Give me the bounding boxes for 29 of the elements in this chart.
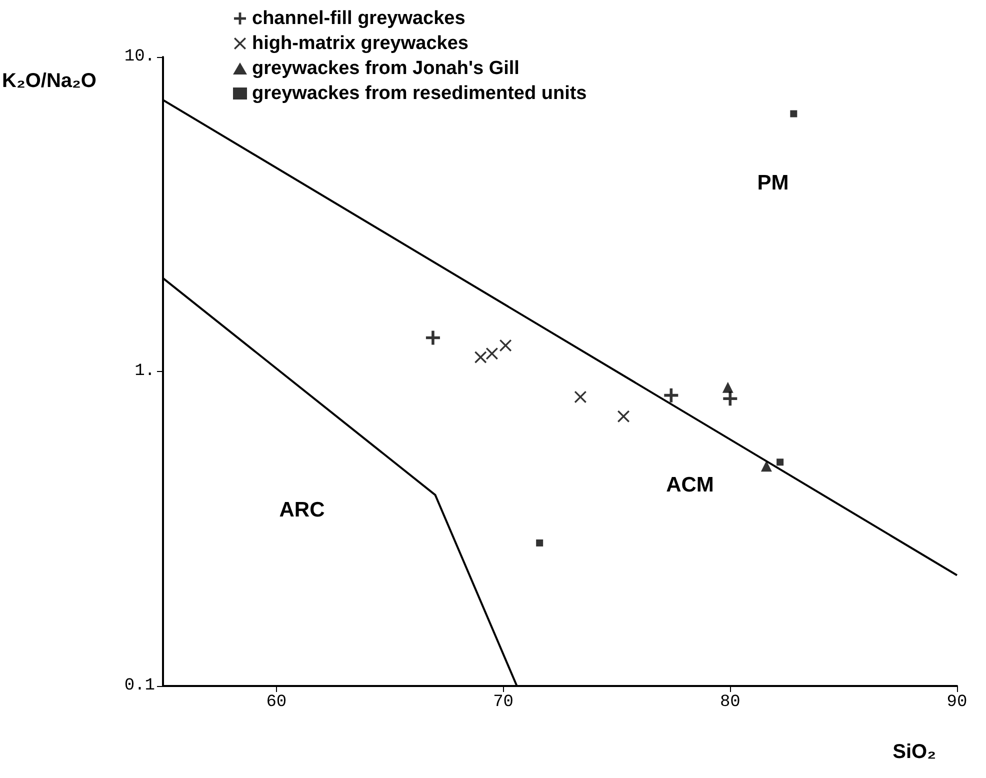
point: [536, 539, 544, 546]
y-axis-title: K₂O/Na₂O: [2, 70, 96, 92]
legend-label: channel-fill greywackes: [252, 8, 466, 29]
point: [500, 339, 512, 352]
point: [574, 390, 586, 403]
point: [776, 458, 784, 466]
legend-label: greywackes from Jonah's Gill: [252, 58, 520, 79]
point: [618, 410, 630, 422]
point: [722, 382, 734, 393]
y-tick-label: 0.1: [124, 676, 155, 696]
annotation: ARC: [279, 498, 325, 522]
annotation: PM: [757, 172, 789, 194]
y-tick-label: 10.: [124, 48, 155, 66]
point: [790, 110, 798, 118]
point: [426, 330, 440, 345]
x-tick-label: 90: [946, 693, 968, 712]
point: [760, 460, 772, 472]
x-tick-label: 80: [720, 693, 740, 712]
y-tick-label: 1.: [134, 362, 155, 381]
legend-label: greywackes from resedimented units: [252, 83, 587, 104]
annotation: ACM: [666, 474, 714, 496]
legend-label: high-matrix greywackes: [252, 33, 468, 54]
point: [474, 351, 487, 364]
x-tick-label: 60: [266, 693, 287, 712]
point: [723, 392, 738, 406]
point: [664, 388, 678, 402]
x-axis-title: SiO₂: [892, 741, 936, 763]
point: [486, 348, 498, 360]
x-tick-label: 70: [493, 693, 514, 712]
